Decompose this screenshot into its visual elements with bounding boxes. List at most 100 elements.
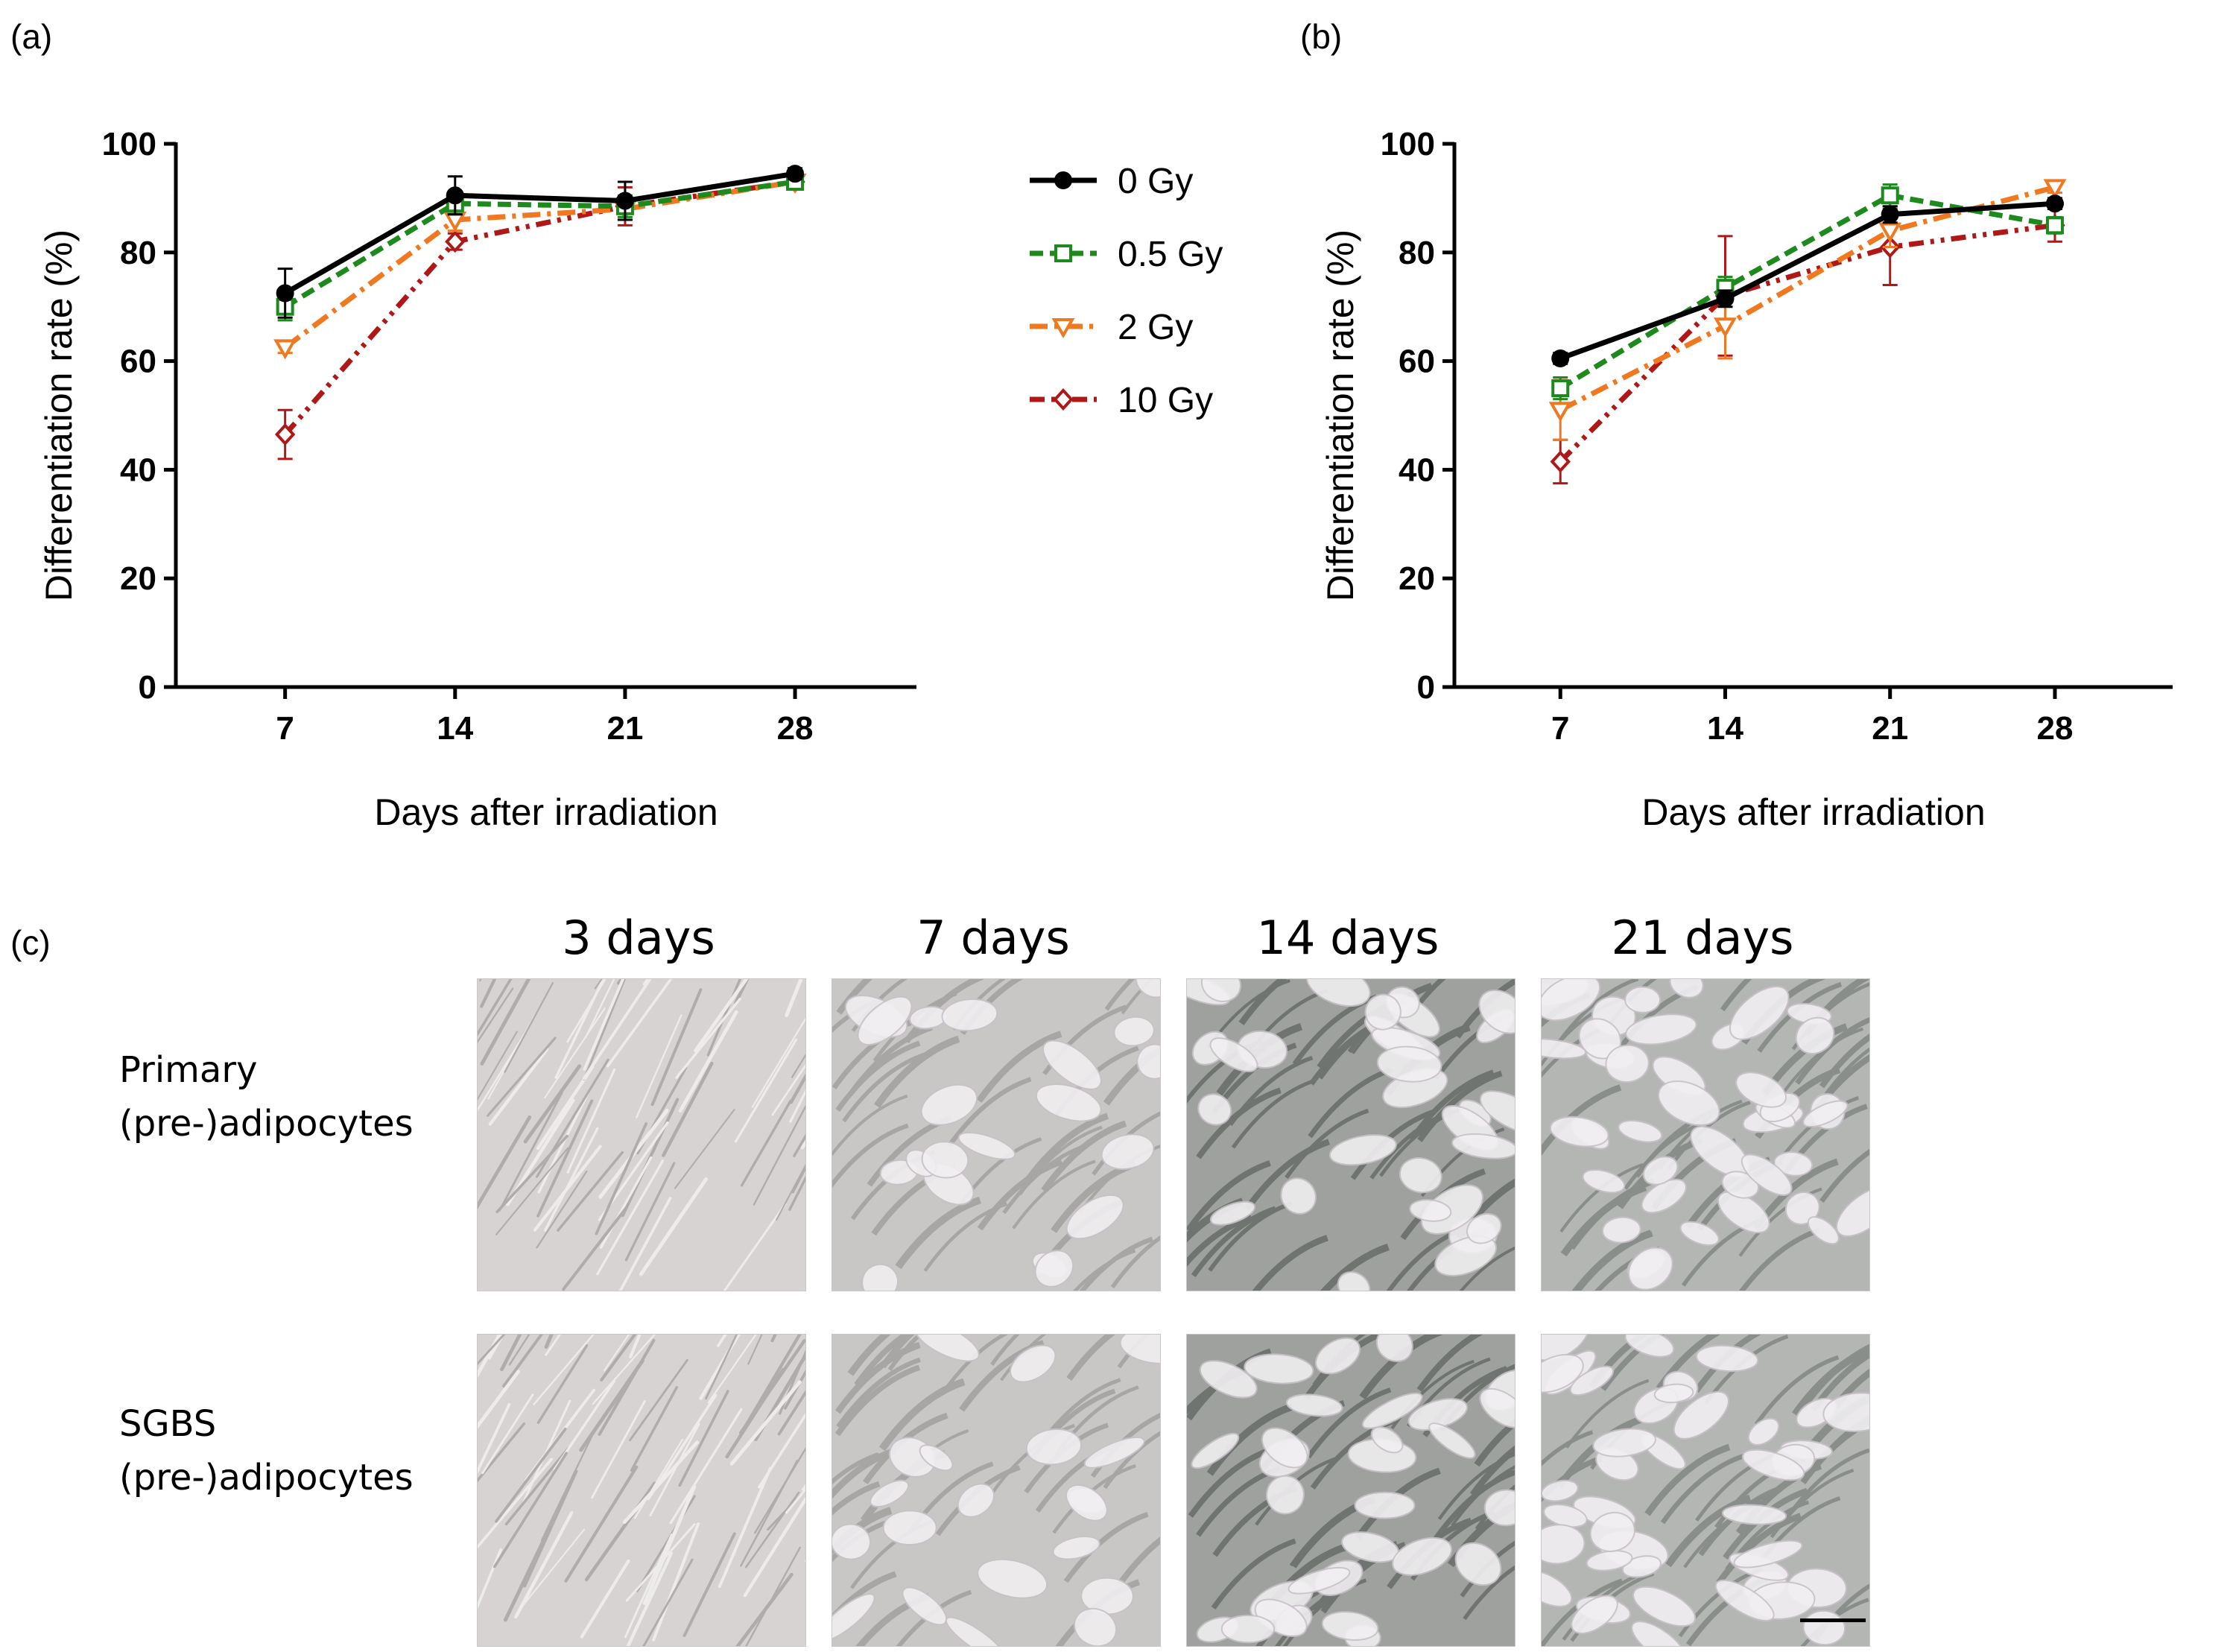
cell-strand [836, 1357, 921, 1428]
y-axis-title: Differentiation rate (%) [38, 230, 80, 601]
adipocyte [1627, 1247, 1673, 1291]
adipocyte [861, 1263, 899, 1291]
cell-strand [583, 979, 625, 1071]
adipocyte [1305, 979, 1371, 1007]
adipocyte [957, 1483, 995, 1518]
cell-strand [753, 1104, 805, 1206]
adipocyte [1244, 1353, 1314, 1384]
adipocyte [1618, 1119, 1663, 1143]
cell-layer [832, 979, 1160, 1291]
cell-strand [904, 979, 985, 1044]
micrograph-r0-c3 [1541, 978, 1870, 1291]
adipocyte [1454, 1542, 1502, 1586]
legend-label: 2 Gy [1118, 308, 1193, 347]
cell-strand [662, 1061, 714, 1157]
cell-strand [832, 1452, 880, 1485]
cell-strand [596, 1159, 665, 1276]
legend-item: 10 Gy [1030, 381, 1213, 420]
column-label-14-days: 14 days [1256, 911, 1439, 965]
cell-strand [747, 1335, 763, 1365]
adipocyte [1479, 1387, 1515, 1428]
adipocyte [832, 1593, 875, 1642]
micrograph-texture [832, 1335, 1160, 1646]
cell-strand [478, 1422, 526, 1483]
cell-strand [1474, 1418, 1515, 1467]
cell-strand [740, 1460, 799, 1567]
cell-strand [606, 979, 673, 1068]
adipocyte [1287, 1566, 1351, 1595]
adipocyte [1209, 1037, 1258, 1072]
cell-strand [649, 1422, 700, 1517]
cell-strand [674, 1109, 735, 1189]
cell-strand [540, 1422, 599, 1542]
cell-strand [642, 979, 650, 986]
cell-strand [624, 1162, 676, 1262]
cell-strand [675, 998, 741, 1079]
cell-strand [625, 1523, 696, 1602]
cell-strand [642, 1558, 694, 1646]
data-point [2045, 216, 2064, 235]
x-tick-label: 7 [1551, 710, 1569, 747]
adipocyte [1065, 1484, 1108, 1522]
data-point [1716, 289, 1735, 308]
cell-strand [847, 1335, 891, 1376]
cell-layer [1187, 979, 1515, 1291]
adipocyte [1653, 1383, 1694, 1404]
cell-strand [832, 1481, 881, 1516]
cell-strand [990, 1335, 1020, 1366]
adipocyte [1549, 1115, 1609, 1148]
y-tick-label: 100 [1381, 126, 1435, 162]
cell-strand [1092, 1111, 1160, 1176]
cell-strand [758, 1412, 805, 1489]
cell-strand [832, 1123, 909, 1189]
cell-strand [1417, 1070, 1503, 1142]
cell-strand [1463, 1565, 1515, 1621]
adipocyte [1375, 1335, 1413, 1363]
cell-strand [478, 1335, 502, 1379]
x-tick-label: 14 [1707, 710, 1743, 747]
x-tick-label: 14 [437, 710, 473, 747]
cell-strand [740, 1099, 792, 1187]
cell-strand [1063, 1511, 1149, 1583]
adipocyte [913, 1335, 980, 1362]
cell-strand [536, 1099, 594, 1218]
adipocyte [1376, 1045, 1442, 1083]
chart-a: 0 20 40 60 80 100 7 14 21 28 Days after irradiatio… [38, 126, 916, 833]
cell-strand [1206, 1403, 1293, 1476]
cell-strand [1187, 1160, 1271, 1232]
cell-strand [495, 1147, 568, 1235]
cell-strand [1188, 1446, 1274, 1518]
data-point [445, 230, 466, 253]
cell-strand [1416, 1335, 1483, 1392]
cell-strand [1350, 1109, 1436, 1180]
cell-strand [678, 1010, 738, 1113]
cell-strand [834, 1341, 921, 1414]
adipocyte [1795, 1016, 1835, 1054]
cell-strand [652, 1522, 700, 1642]
y-tick-label: 20 [120, 560, 156, 597]
data-point [2045, 194, 2064, 213]
row-label-sgbs: SGBS (pre-)adipocytes [119, 1397, 414, 1504]
cell-strand [1187, 1214, 1252, 1267]
y-tick-label: 60 [1399, 344, 1435, 380]
adipocyte [1721, 1504, 1787, 1525]
cell-strand [583, 979, 652, 1080]
adipocyte [1136, 1043, 1160, 1080]
x-tick-label: 28 [2036, 710, 2073, 747]
data-point [274, 423, 296, 446]
cell-strand [498, 1091, 563, 1212]
micrograph-texture [1542, 1335, 1869, 1646]
cell-strand [895, 1196, 982, 1270]
micrograph-r1-c1 [832, 1334, 1161, 1647]
cell-strand [1459, 1246, 1515, 1291]
cell-strand [600, 1335, 637, 1382]
cell-strand [1002, 1144, 1087, 1215]
x-axis-title: Days after irradiation [374, 791, 718, 833]
cell-strand [562, 1206, 628, 1291]
cell-strand [1191, 1206, 1276, 1278]
cell-strand [639, 1177, 708, 1276]
data-point [1548, 402, 1572, 423]
cell-strand [1244, 1139, 1330, 1211]
cell-strand [478, 1031, 527, 1112]
cell-strand [1469, 1445, 1515, 1497]
